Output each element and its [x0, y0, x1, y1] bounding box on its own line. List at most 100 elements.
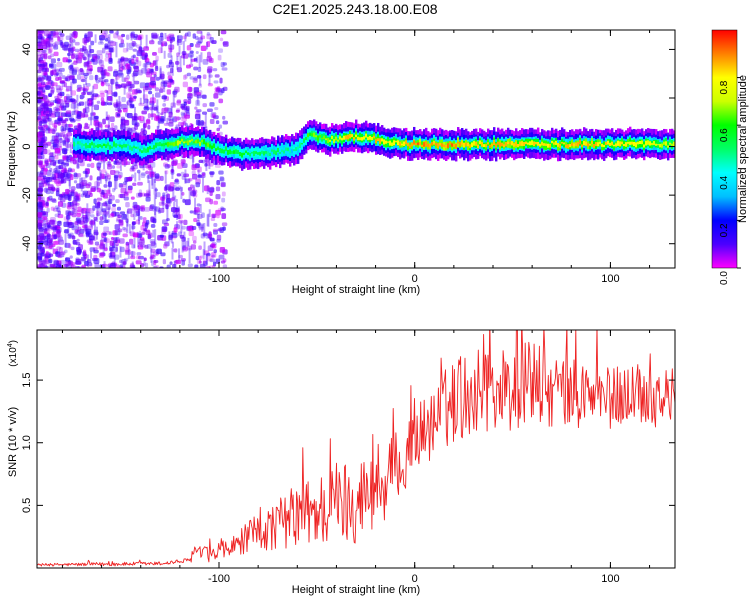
heatmap-noise-cell [54, 205, 60, 209]
heatmap-streak-cell [123, 160, 126, 167]
heatmap-noise-cell [115, 31, 119, 35]
heatmap-noise-cell [65, 160, 70, 166]
heatmap-streak-cell [199, 204, 202, 213]
heatmap-noise-cell [72, 39, 76, 43]
heatmap-streak-cell [162, 195, 165, 210]
heatmap-noise-cell [47, 141, 51, 146]
heatmap-noise-cell [129, 167, 136, 172]
heatmap-noise-cell [80, 112, 86, 118]
heatmap-noise-cell [40, 38, 45, 45]
heatmap-ridge-cell [509, 141, 512, 145]
heatmap-noise-cell [176, 67, 182, 73]
heatmap-noise-cell [136, 192, 142, 198]
heatmap-noise-cell [38, 227, 44, 232]
heatmap-noise-cell [181, 116, 187, 122]
heatmap-noise-cell [116, 206, 121, 211]
heatmap-noise-cell [57, 236, 64, 242]
heatmap-ridge-cell [599, 141, 602, 144]
heatmap-streak-cell [133, 206, 136, 220]
heatmap-noise-cell [62, 127, 67, 131]
heatmap-ridge-cell [161, 143, 164, 147]
heatmap-noise-cell [59, 33, 65, 37]
heatmap-noise-cell [37, 30, 43, 35]
heatmap-ridge-cell [613, 142, 616, 151]
heatmap-noise-cell [108, 95, 113, 102]
heatmap-noise-cell [46, 196, 50, 202]
heatmap-ridge-cell [331, 135, 334, 140]
heatmap-noise-cell [216, 127, 220, 132]
heatmap-noise-cell [155, 55, 159, 62]
heatmap-ridge-cell [429, 143, 432, 149]
heatmap-noise-cell [115, 265, 121, 268]
heatmap-streak-cell [171, 157, 174, 174]
heatmap-noise-cell [194, 91, 198, 97]
heatmap-streak-cell [182, 41, 185, 56]
heatmap-noise-cell [154, 65, 159, 72]
heatmap-ridge-cell [137, 146, 140, 150]
heatmap-streak-cell [198, 222, 201, 231]
heatmap-noise-cell [52, 207, 59, 212]
heatmap-noise-cell [214, 74, 220, 78]
heatmap-noise-cell [74, 48, 80, 52]
heatmap-ridge-cell [335, 136, 338, 141]
heatmap-streak-cell [163, 80, 166, 93]
heatmap-noise-cell [214, 106, 219, 111]
heatmap-noise-cell [81, 225, 88, 229]
heatmap-noise-cell [215, 209, 221, 216]
heatmap-streak-cell [139, 230, 142, 241]
heatmap-ridge-cell [651, 142, 654, 146]
heatmap-noise-cell [85, 82, 91, 87]
heatmap-noise-cell [51, 226, 58, 230]
heatmap-noise-cell [138, 206, 144, 212]
heatmap-noise-cell [196, 213, 203, 219]
heatmap-streak-cell [71, 42, 74, 56]
heatmap-noise-cell [109, 30, 114, 34]
heatmap-streak-cell [68, 52, 71, 64]
heatmap-noise-cell [197, 166, 202, 173]
heatmap-streak-cell [178, 248, 181, 261]
heatmap-noise-cell [176, 116, 181, 121]
heatmap-ridge-cell [207, 142, 210, 147]
heatmap-noise-cell [195, 255, 200, 261]
heatmap-noise-cell [180, 111, 185, 116]
heatmap-noise-cell [116, 113, 121, 117]
heatmap-noise-cell [208, 187, 215, 193]
heatmap-noise-cell [114, 254, 120, 260]
heatmap-streak-cell [133, 237, 136, 249]
heatmap-noise-cell [207, 66, 213, 73]
heatmap-ridge-cell [637, 141, 640, 145]
heatmap-noise-cell [112, 203, 117, 207]
heatmap-noise-cell [138, 69, 143, 76]
heatmap-noise-cell [119, 264, 123, 268]
heatmap-ridge-cell [483, 144, 486, 148]
heatmap-ridge-cell [211, 145, 214, 150]
heatmap-noise-cell [174, 207, 180, 213]
heatmap-noise-cell [123, 257, 129, 262]
heatmap-noise-cell [74, 229, 80, 234]
heatmap-noise-cell [41, 49, 47, 53]
heatmap-noise-cell [158, 207, 165, 213]
heatmap-ridge-cell [625, 142, 628, 147]
heatmap-streak-cell [115, 41, 118, 58]
heatmap-ridge-cell [191, 138, 194, 142]
heatmap-streak-cell [169, 39, 172, 53]
heatmap-noise-cell [58, 196, 62, 201]
heatmap-noise-cell [100, 252, 105, 256]
heatmap-noise-cell [159, 266, 164, 268]
heatmap-noise-cell [66, 138, 70, 143]
heatmap-noise-cell [55, 190, 60, 197]
heatmap-noise-cell [76, 84, 82, 90]
heatmap-noise-cell [108, 200, 112, 205]
heatmap-noise-cell [44, 124, 48, 129]
heatmap-ridge-cell [103, 143, 106, 146]
heatmap-noise-cell [56, 264, 62, 268]
heatmap-noise-cell [60, 126, 65, 132]
heatmap-ridge-cell [439, 142, 442, 146]
heatmap-noise-cell [132, 182, 137, 186]
heatmap-noise-cell [218, 170, 224, 175]
heatmap-noise-cell [62, 148, 68, 154]
heatmap-noise-cell [197, 66, 202, 72]
heatmap-ridge-cell [77, 141, 80, 145]
heatmap-noise-cell [63, 96, 68, 103]
heatmap-ridge-cell [403, 141, 406, 146]
